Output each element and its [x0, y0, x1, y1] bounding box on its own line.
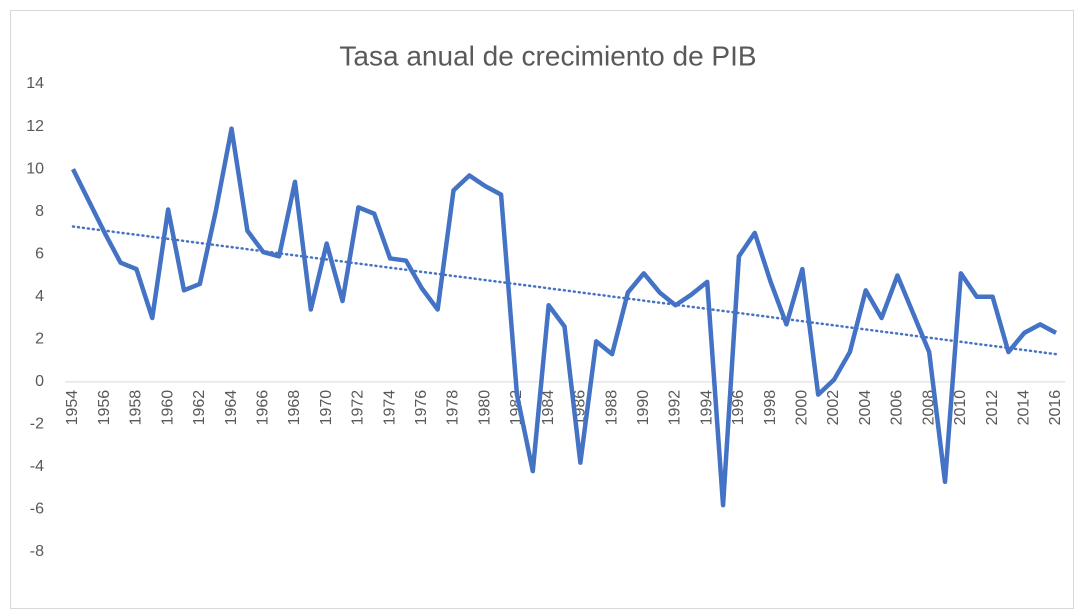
- y-tick-label: 14: [26, 75, 44, 92]
- x-tick-label: 2016: [1047, 390, 1064, 426]
- y-tick-label: 8: [35, 203, 44, 220]
- y-tick-label: -6: [30, 501, 44, 518]
- y-tick-label: 12: [26, 118, 44, 135]
- x-tick-label: 1960: [159, 390, 176, 426]
- x-tick-label: 2002: [825, 390, 842, 426]
- x-tick-label: 1992: [667, 390, 684, 426]
- x-tick-label: 1956: [96, 390, 113, 426]
- x-tick-label: 1966: [254, 390, 271, 426]
- x-tick-label: 2006: [889, 390, 906, 426]
- y-tick-label: -4: [30, 458, 44, 475]
- x-tick-label: 1958: [128, 390, 145, 426]
- x-tick-label: 1984: [540, 390, 557, 426]
- x-tick-label: 2014: [1016, 390, 1033, 426]
- x-tick-label: 1968: [286, 390, 303, 426]
- y-tick-label: -2: [30, 416, 44, 433]
- x-tick-label: 1988: [603, 390, 620, 426]
- x-tick-label: 1954: [64, 390, 81, 426]
- x-tick-label: 1996: [730, 390, 747, 426]
- x-tick-label: 1962: [191, 390, 208, 426]
- x-tick-label: 1976: [413, 390, 430, 426]
- y-tick-label: 10: [26, 160, 44, 177]
- x-tick-label: 1970: [318, 390, 335, 426]
- x-tick-label: 1980: [476, 390, 493, 426]
- x-tick-label: 2010: [952, 390, 969, 426]
- y-tick-label: 4: [35, 288, 44, 305]
- y-tick-label: 2: [35, 330, 44, 347]
- x-tick-label: 1972: [350, 390, 367, 426]
- y-tick-label: 0: [35, 373, 44, 390]
- trendline: [71, 225, 1058, 356]
- x-tick-label: 1974: [381, 390, 398, 426]
- chart-title: Tasa anual de crecimiento de PIB: [339, 40, 756, 71]
- chart-border: [10, 10, 1074, 609]
- x-tick-label: 1994: [698, 390, 715, 426]
- x-tick-label: 1998: [762, 390, 779, 426]
- x-tick-label: 1990: [635, 390, 652, 426]
- x-tick-label: 2012: [984, 390, 1001, 426]
- x-tick-label: 1964: [223, 390, 240, 426]
- data-line: [70, 126, 1058, 508]
- y-tick-label: 6: [35, 245, 44, 262]
- x-tick-label: 2004: [857, 390, 874, 426]
- y-tick-label: -8: [30, 543, 44, 560]
- x-tick-label: 2000: [794, 390, 811, 426]
- x-tick-label: 1978: [445, 390, 462, 426]
